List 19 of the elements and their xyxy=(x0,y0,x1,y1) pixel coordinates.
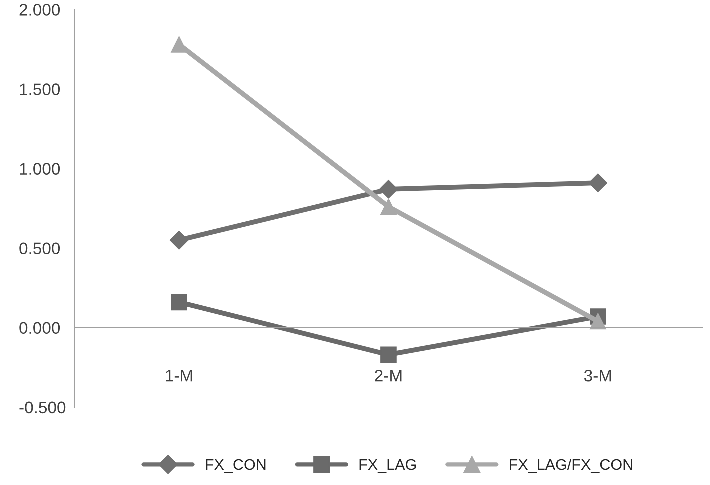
point xyxy=(170,231,189,250)
y-tick-label: -0.500 xyxy=(20,402,66,414)
point xyxy=(171,294,188,311)
legend-label: FX_LAG xyxy=(360,459,416,474)
point xyxy=(171,36,188,53)
x-tick-label: 1-M xyxy=(166,370,192,382)
y-tick-label: 1.500 xyxy=(20,84,60,96)
point xyxy=(379,180,398,199)
point xyxy=(588,174,608,192)
x-tick-label: 2-M xyxy=(375,370,402,382)
x-tick-label: 3-M xyxy=(584,370,612,382)
legend-label: FX_CON xyxy=(206,459,266,474)
y-tick-label: 0.000 xyxy=(20,322,60,334)
y-tick-label: 0.500 xyxy=(20,242,60,255)
point xyxy=(380,346,397,364)
y-tick-label: 1.000 xyxy=(20,163,60,175)
legend-label: FX_LAG/FX_CON xyxy=(510,458,632,474)
y-tick-label: 2.000 xyxy=(20,4,60,16)
point xyxy=(380,198,397,216)
